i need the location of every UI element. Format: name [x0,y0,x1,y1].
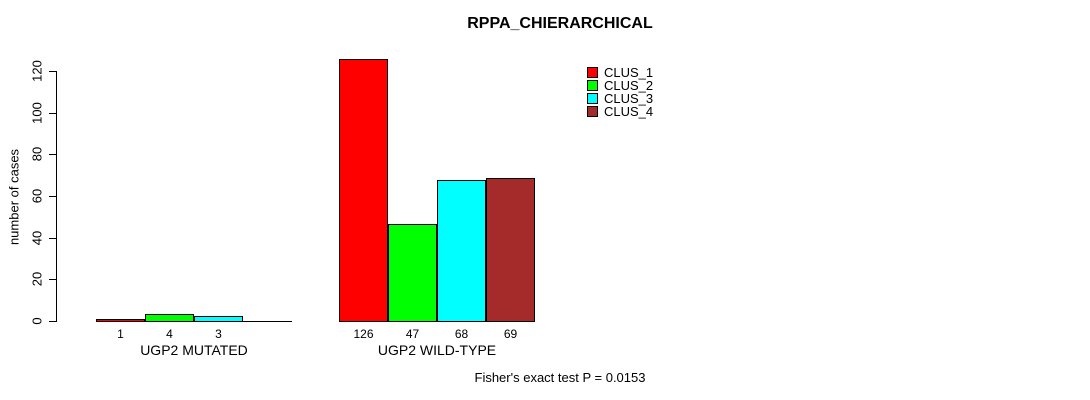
legend-swatch [587,67,598,78]
bar-value-label: 47 [405,327,420,341]
bar [194,316,243,322]
legend-label: CLUS_3 [604,91,654,106]
y-tick-label: 100 [29,102,45,124]
fisher-test-annotation: Fisher's exact test P = 0.0153 [474,370,646,385]
bar-zero-height [243,321,292,322]
y-tick-label: 80 [29,146,45,162]
legend-item: CLUS_2 [587,79,653,92]
y-axis-line [56,71,57,322]
bar-value-label: 69 [503,327,518,341]
legend-label: CLUS_2 [604,78,654,93]
bar-value-label: 4 [166,327,173,341]
legend-item: CLUS_4 [587,105,653,118]
bar-value-label: 1 [117,327,124,341]
y-tick [49,196,56,197]
y-tick [49,154,56,155]
legend-label: CLUS_4 [604,104,654,119]
y-tick-label: 60 [29,188,45,204]
bar [388,224,437,322]
y-tick [49,71,56,72]
legend-item: CLUS_3 [587,92,653,105]
bar-value-label: 3 [215,327,222,341]
legend-swatch [587,93,598,104]
bar [339,59,388,322]
y-tick-label: 120 [29,60,45,82]
legend-label: CLUS_1 [604,65,654,80]
bar [486,178,535,322]
legend: CLUS_1 CLUS_2 CLUS_3 CLUS_4 [587,66,653,118]
y-tick [49,238,56,239]
group-label: UGP2 WILD-TYPE [377,342,497,358]
legend-item: CLUS_1 [587,66,653,79]
y-tick [49,113,56,114]
group-label: UGP2 MUTATED [140,342,248,358]
chart-title: RPPA_CHIERARCHICAL [467,15,653,32]
legend-swatch [587,106,598,117]
bar [437,180,486,322]
y-tick-label: 40 [29,230,45,246]
bar-value-label: 126 [353,327,374,341]
y-tick-label: 20 [29,271,45,287]
y-axis-title: number of cases [6,148,22,246]
y-tick [49,321,56,322]
bar [145,314,194,322]
bar [96,319,145,322]
bar-value-label: 68 [454,327,469,341]
legend-swatch [587,80,598,91]
y-tick [49,279,56,280]
y-tick-label: 0 [29,317,45,325]
